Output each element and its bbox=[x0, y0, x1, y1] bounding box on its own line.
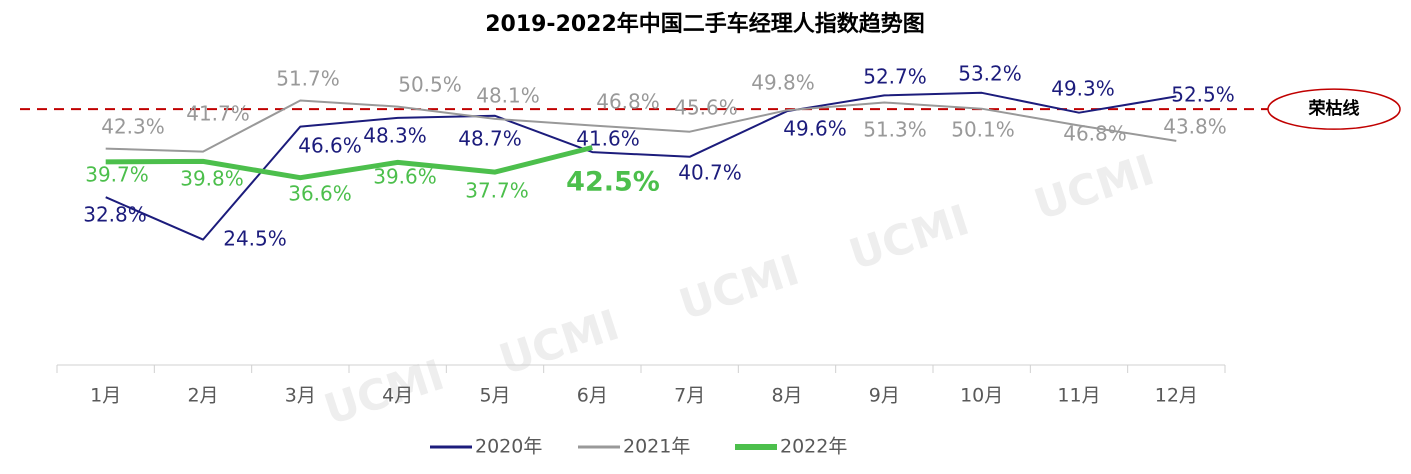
chart-title: 2019-2022年中国二手车经理人指数趋势图 bbox=[485, 11, 925, 37]
data-label: 39.6% bbox=[373, 165, 437, 189]
data-label: 52.5% bbox=[1171, 83, 1235, 107]
data-label: 48.1% bbox=[476, 84, 540, 108]
x-tick-label: 4月 bbox=[382, 385, 413, 407]
data-label: 48.3% bbox=[363, 124, 427, 148]
data-label: 50.1% bbox=[951, 118, 1015, 142]
legend-label: 2020年 bbox=[475, 436, 542, 458]
legend-label: 2022年 bbox=[780, 436, 847, 458]
data-label: 24.5% bbox=[223, 227, 287, 251]
data-label: 43.8% bbox=[1163, 115, 1227, 139]
watermark: UCMI bbox=[1028, 145, 1160, 229]
data-label: 32.8% bbox=[83, 203, 147, 227]
data-label: 46.8% bbox=[596, 90, 660, 114]
x-tick-label: 1月 bbox=[90, 385, 121, 407]
data-label: 40.7% bbox=[678, 161, 742, 185]
x-tick-label: 11月 bbox=[1057, 385, 1100, 407]
data-label: 36.6% bbox=[288, 182, 352, 206]
data-label: 41.7% bbox=[186, 102, 250, 126]
x-tick-label: 7月 bbox=[674, 385, 705, 407]
x-tick-label: 8月 bbox=[771, 385, 802, 407]
data-label: 41.6% bbox=[576, 127, 640, 151]
data-label: 45.6% bbox=[674, 96, 738, 120]
x-tick-label: 5月 bbox=[479, 385, 510, 407]
x-tick-label: 6月 bbox=[577, 385, 608, 407]
x-tick-label: 10月 bbox=[960, 385, 1003, 407]
series-line bbox=[105, 99, 1177, 153]
data-label: 49.8% bbox=[751, 71, 815, 95]
data-label: 46.8% bbox=[1063, 122, 1127, 146]
data-label: 50.5% bbox=[398, 73, 462, 97]
legend-label: 2021年 bbox=[623, 436, 690, 458]
data-label: 53.2% bbox=[958, 62, 1022, 86]
watermark: UCMI bbox=[673, 245, 805, 329]
x-tick-label: 2月 bbox=[187, 385, 218, 407]
reference-label: 荣枯线 bbox=[1308, 98, 1360, 119]
data-label: 52.7% bbox=[863, 65, 927, 89]
x-tick-label: 3月 bbox=[285, 385, 316, 407]
data-label: 48.7% bbox=[458, 127, 522, 151]
data-label: 51.3% bbox=[863, 118, 927, 142]
reference-badge bbox=[1267, 88, 1401, 130]
watermark: UCMI bbox=[493, 300, 625, 384]
data-label: 39.7% bbox=[85, 163, 149, 187]
x-tick-label: 12月 bbox=[1155, 385, 1198, 407]
data-label: 42.3% bbox=[101, 115, 165, 139]
series-line bbox=[105, 91, 1177, 241]
data-label: 51.7% bbox=[276, 67, 340, 91]
data-label: 42.5% bbox=[566, 167, 660, 198]
data-label: 46.6% bbox=[298, 134, 362, 158]
data-label: 49.6% bbox=[783, 117, 847, 141]
data-label: 37.7% bbox=[465, 179, 529, 203]
watermark: UCMI bbox=[843, 195, 975, 279]
x-tick-label: 9月 bbox=[869, 385, 900, 407]
series-line bbox=[105, 145, 593, 181]
data-label: 49.3% bbox=[1051, 77, 1115, 101]
data-label: 39.8% bbox=[180, 167, 244, 191]
